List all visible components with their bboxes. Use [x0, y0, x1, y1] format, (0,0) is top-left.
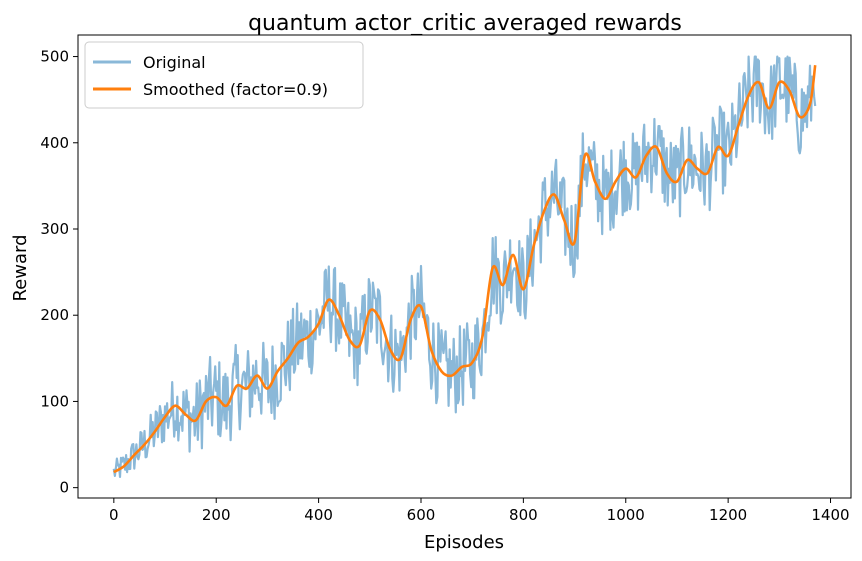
y-tick-label: 400 [40, 134, 69, 152]
x-tick-label: 200 [202, 506, 231, 524]
x-axis: 0 200 400 600 800 1000 1200 1400 [109, 498, 850, 524]
legend: Original Smoothed (factor=0.9) [84, 41, 364, 109]
y-tick-label: 300 [40, 220, 69, 238]
chart-title: quantum actor_critic averaged rewards [248, 11, 682, 36]
y-tick-label: 0 [59, 479, 69, 497]
y-axis: 0 100 200 300 400 500 [40, 48, 78, 497]
x-axis-label: Episodes [424, 532, 504, 553]
x-tick-label: 400 [304, 506, 333, 524]
plot-frame [77, 34, 852, 499]
x-tick-label: 1000 [607, 506, 645, 524]
series-line-original [112, 55, 817, 478]
series-line-smoothed [113, 65, 817, 474]
legend-label-original: Original [143, 53, 206, 72]
series-layer [112, 55, 817, 478]
x-tick-label: 800 [509, 506, 538, 524]
legend-label-smoothed: Smoothed (factor=0.9) [143, 80, 328, 99]
legend-box [84, 41, 364, 109]
x-tick-label: 1400 [811, 506, 849, 524]
x-tick-label: 0 [109, 506, 119, 524]
y-tick-label: 500 [40, 48, 69, 66]
y-tick-label: 200 [40, 306, 69, 324]
y-tick-label: 100 [40, 392, 69, 410]
x-tick-label: 1200 [709, 506, 747, 524]
x-tick-label: 600 [407, 506, 436, 524]
y-axis-label: Reward [10, 234, 31, 301]
